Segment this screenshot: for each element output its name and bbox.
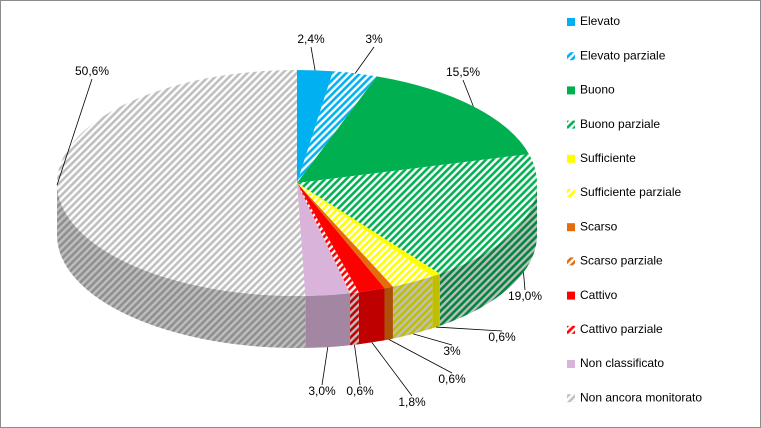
pie-side [305,293,351,348]
pie-slice [297,76,529,183]
legend-marker [567,120,575,129]
pie-side-shade [350,292,359,346]
pie-slice [297,183,440,277]
leader-line [321,347,329,386]
data-label: 0,6% [346,384,374,398]
pie-side [57,183,306,349]
pie-side [392,276,433,339]
pie-slice [297,183,385,293]
data-label: 19,0% [508,289,542,303]
data-label: 1,8% [398,395,426,409]
data-label: 2,4% [297,32,325,46]
data-label: 0,6% [488,330,516,344]
pie-side-shade [358,288,385,345]
legend-marker [567,360,575,368]
leader-line [371,342,413,397]
pie-side-shade [305,293,351,348]
legend-label: Cattivo [580,288,618,302]
legend-label: Non classificato [580,356,664,370]
leader-line [436,326,503,332]
leader-line [413,333,453,346]
legend-label: Sufficiente [580,151,636,165]
legend-label: Buono parziale [580,117,660,131]
leader-line [56,78,93,186]
pie-side [350,292,359,346]
legend-label: Elevato [580,14,620,28]
legend-marker [567,291,575,300]
legend-label: Cattivo parziale [580,322,663,336]
legend-marker [567,86,575,95]
legend-label: Scarso parziale [580,254,663,268]
legend-marker [567,154,575,163]
legend-marker [567,257,575,266]
pie-side [439,183,537,326]
legend-label: Scarso [580,219,618,233]
pie-slice [57,70,306,296]
pie-slice [297,154,537,274]
pie-side [358,288,385,345]
pie-side-shade [392,276,433,339]
pie-slice [297,183,359,294]
leader-line [462,79,474,107]
legend-label: Buono [580,83,615,97]
pie-slice [297,71,377,183]
pie-side [384,286,393,341]
data-label: 0,6% [438,372,466,386]
data-label: 15,5% [446,65,480,79]
data-label: 3% [443,344,461,358]
leader-line [354,344,361,386]
pie-side [432,273,440,329]
legend-marker [567,52,575,61]
pie-side-shade [384,286,393,341]
legend-marker [567,394,575,403]
leader-line [388,339,453,374]
pie-side-shade [432,273,440,329]
legend-marker [567,189,575,197]
pie-slice [297,183,351,296]
leader-line [310,46,316,71]
leader-line [523,272,526,291]
data-label: 50,6% [75,64,109,78]
legend-label: Sufficiente parziale [580,185,682,199]
pie-slice [297,70,334,183]
legend-label: Elevato parziale [580,48,666,62]
legend-marker [567,18,575,26]
pie-slice [297,183,433,287]
legend-marker [567,325,575,334]
pie-slice [297,183,393,289]
data-label: 3,0% [308,384,336,398]
legend-marker [567,223,575,232]
leader-line [354,46,375,74]
data-label: 3% [365,32,383,46]
legend-label: Non ancora monitorato [580,390,702,404]
pie-side-shade [439,183,537,326]
pie-side-shade [57,183,306,349]
